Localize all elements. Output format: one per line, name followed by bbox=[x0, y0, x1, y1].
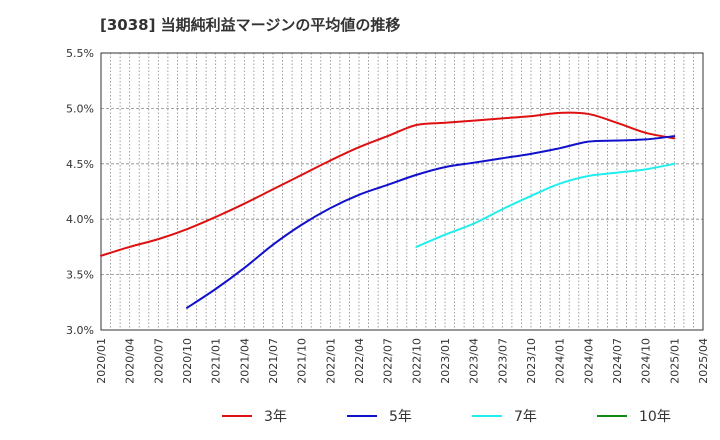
x-tick-label: 2024/10 bbox=[640, 338, 653, 384]
y-tick-label: 5.0% bbox=[66, 102, 94, 115]
x-tick-label: 2021/01 bbox=[210, 338, 223, 384]
series-layer bbox=[100, 111, 676, 309]
y-tick-label: 4.5% bbox=[66, 158, 94, 171]
x-tick-label: 2021/07 bbox=[267, 338, 280, 384]
x-tick-label: 2023/01 bbox=[439, 338, 452, 384]
x-tick-label: 2025/04 bbox=[697, 338, 710, 384]
legend-label-2: 5年 bbox=[389, 409, 412, 425]
y-tick-label: 3.5% bbox=[66, 269, 94, 282]
x-tick-label: 2023/10 bbox=[525, 338, 538, 384]
axis-layer: 3.0% 3.5% 4.0% 4.5% 5.0% 5.5% 2020/01 2020/04 20… bbox=[66, 47, 710, 384]
series-line-3 bbox=[415, 162, 676, 248]
series-line-1 bbox=[100, 111, 676, 257]
legend: 3年 5年 7年 10年 bbox=[222, 409, 671, 425]
x-tick-label: 2024/04 bbox=[582, 338, 595, 384]
x-tick-label: 2020/04 bbox=[124, 338, 137, 384]
series-line-2 bbox=[186, 135, 676, 309]
x-tick-label: 2024/07 bbox=[611, 338, 624, 384]
x-tick-label: 2022/04 bbox=[353, 338, 366, 384]
plot-area bbox=[101, 53, 703, 330]
y-tick-label: 4.0% bbox=[66, 213, 94, 226]
grid-layer bbox=[101, 53, 703, 330]
x-tick-label: 2021/04 bbox=[238, 338, 251, 384]
x-tick-label: 2023/04 bbox=[468, 338, 481, 384]
legend-label-3: 7年 bbox=[514, 409, 537, 425]
legend-label-4: 10年 bbox=[639, 409, 671, 425]
x-tick-label: 2020/10 bbox=[181, 338, 194, 384]
x-tick-label: 2022/01 bbox=[324, 338, 337, 384]
x-tick-label: 2022/07 bbox=[382, 338, 395, 384]
x-tick-label: 2022/10 bbox=[410, 338, 423, 384]
legend-label-1: 3年 bbox=[264, 409, 287, 425]
y-tick-label: 5.5% bbox=[66, 47, 94, 60]
plot-frame bbox=[100, 52, 704, 331]
x-tick-label: 2020/07 bbox=[152, 338, 165, 384]
chart-title: [3038] 当期純利益マージンの平均値の推移 bbox=[100, 16, 401, 34]
x-tick-label: 2024/01 bbox=[554, 338, 567, 384]
x-tick-label: 2025/01 bbox=[668, 338, 681, 384]
x-tick-label: 2023/07 bbox=[496, 338, 509, 384]
y-tick-label: 3.0% bbox=[66, 324, 94, 337]
x-tick-label: 2021/10 bbox=[296, 338, 309, 384]
x-tick-label: 2020/01 bbox=[95, 338, 108, 384]
